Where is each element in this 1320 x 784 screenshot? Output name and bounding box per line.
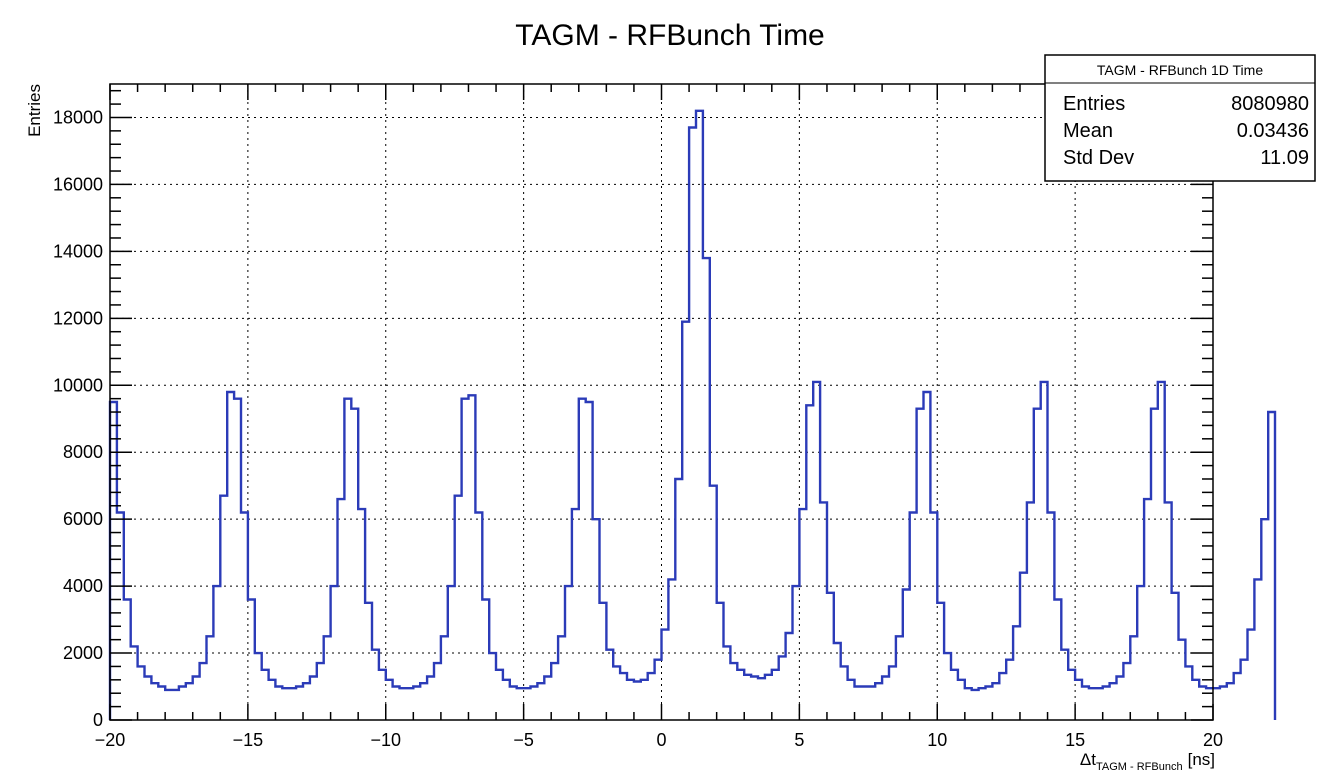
x-tick-label: −15 (233, 730, 264, 750)
stats-mean-value: 0.03436 (1237, 120, 1309, 142)
stats-entries-value: 8080980 (1231, 93, 1309, 115)
x-tick-label: 5 (794, 730, 804, 750)
y-tick-label: 10000 (53, 375, 103, 395)
y-tick-label: 18000 (53, 107, 103, 127)
stats-stddev-value: 11.09 (1260, 147, 1309, 169)
x-tick-label: 20 (1203, 730, 1223, 750)
x-tick-label: 0 (656, 730, 666, 750)
x-axis-label-unit: [ns] (1188, 750, 1215, 769)
stats-entries-label: Entries (1063, 93, 1125, 115)
x-axis-label-main: Δt (1080, 750, 1096, 769)
x-axis-label-sub: TAGM - RFBunch (1096, 761, 1183, 773)
stats-mean-label: Mean (1063, 120, 1113, 142)
y-tick-label: 4000 (63, 576, 103, 596)
y-tick-label: 16000 (53, 174, 103, 194)
stats-title: TAGM - RFBunch 1D Time (1097, 62, 1263, 78)
y-tick-label: 12000 (53, 308, 103, 328)
y-tick-label: 2000 (63, 643, 103, 663)
x-tick-label: 15 (1065, 730, 1085, 750)
stats-box: TAGM - RFBunch 1D Time Entries 8080980 M… (1045, 55, 1315, 181)
y-tick-label: 6000 (63, 509, 103, 529)
x-tick-label: −20 (95, 730, 126, 750)
y-tick-label: 8000 (63, 442, 103, 462)
y-axis-label: Entries (25, 84, 44, 137)
histogram-line (110, 111, 1275, 720)
y-tick-label: 0 (93, 710, 103, 730)
x-axis-label: ΔtTAGM - RFBunch [ns] (1080, 750, 1215, 773)
histogram-series (110, 111, 1275, 720)
stats-stddev-label: Std Dev (1063, 147, 1134, 169)
x-tick-label: −5 (513, 730, 534, 750)
chart-title: TAGM - RFBunch Time (515, 19, 825, 52)
x-tick-label: −10 (370, 730, 401, 750)
x-axis: −20 −15 −10 −5 0 5 10 15 20 (95, 84, 1223, 750)
y-tick-label: 14000 (53, 241, 103, 261)
x-tick-label: 10 (927, 730, 947, 750)
